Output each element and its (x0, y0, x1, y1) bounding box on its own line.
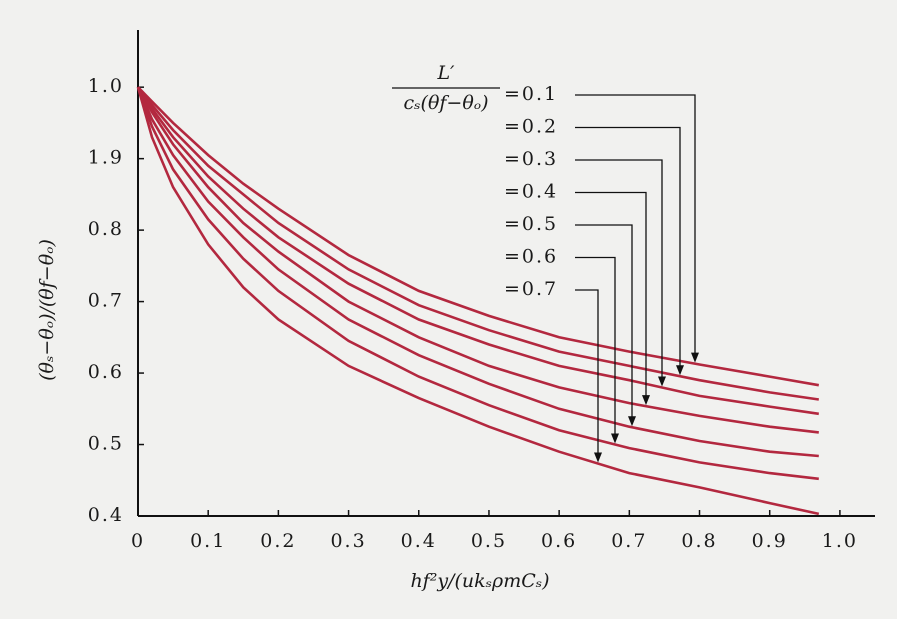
legend-label: =0.5 (504, 213, 558, 235)
x-tick-label: 1.0 (822, 530, 858, 552)
y-tick-label: 0.6 (88, 361, 124, 383)
x-tick-label: 0.3 (330, 530, 366, 552)
arrow-head (628, 416, 636, 427)
leader-line (575, 94, 696, 355)
curve (136, 86, 819, 401)
curve (136, 86, 819, 416)
x-tick-label: 0.1 (190, 530, 226, 552)
x-tick-label: 0.2 (260, 530, 296, 552)
y-tick-label: 0.4 (88, 504, 124, 526)
legend-label: =0.7 (504, 278, 558, 300)
arrow-head (611, 433, 619, 444)
arrow-head (676, 365, 684, 376)
legend-label: =0.6 (504, 246, 558, 268)
legend-label: =0.1 (504, 83, 558, 105)
x-axis-label: hf²y/(ukₛρmCₛ) (410, 570, 549, 592)
leader-line (575, 256, 616, 436)
y-tick-label: 0.5 (88, 433, 124, 455)
legend-label: =0.3 (504, 148, 558, 170)
curve (136, 86, 819, 434)
arrow-head (642, 395, 650, 406)
legend-title-denominator: cₛ(θf−θₒ) (403, 92, 488, 114)
x-tick-label: 0.5 (471, 530, 507, 552)
curve (136, 86, 819, 458)
y-axis-label: (θₛ−θₒ)/(θf−θₒ) (36, 239, 58, 381)
y-tick-label: 0.7 (88, 290, 124, 312)
y-tick-label: 0.8 (88, 218, 124, 240)
legend-label: =0.4 (504, 181, 558, 203)
curve (137, 86, 820, 387)
x-tick-label: 0.4 (401, 530, 437, 552)
x-tick-label: 0 (131, 530, 145, 552)
leader-line (575, 191, 647, 398)
x-tick-label: 0.6 (541, 530, 577, 552)
legend-label: =0.2 (504, 116, 558, 138)
y-tick-label: 1.9 (88, 147, 124, 169)
leader-line (575, 224, 633, 419)
x-tick-label: 0.7 (611, 530, 647, 552)
curve (136, 86, 820, 516)
arrow-head (691, 352, 699, 363)
legend-title-numerator: L′ (437, 62, 456, 84)
arrow-head (658, 376, 666, 387)
leader-line (575, 289, 599, 455)
leader-line (575, 159, 663, 379)
leader-line (575, 126, 681, 368)
arrow-head (594, 452, 602, 463)
curve (136, 86, 819, 481)
x-tick-label: 0.8 (681, 530, 717, 552)
x-tick-label: 0.9 (752, 530, 788, 552)
y-tick-label: 1.0 (88, 75, 124, 97)
